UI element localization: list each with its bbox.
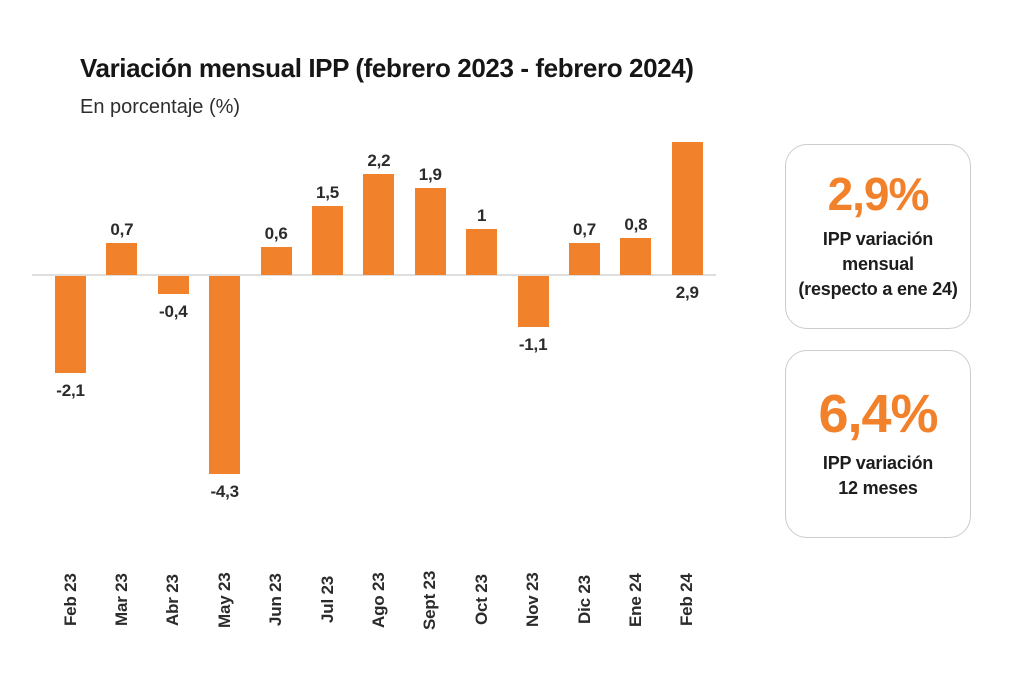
stat-label-line: IPP variación <box>822 453 934 473</box>
x-axis-label: Ago 23 <box>368 572 388 628</box>
x-axis-label: Nov 23 <box>523 572 543 628</box>
bar-value-label: 0,7 <box>572 219 597 239</box>
stat-label-line: 12 meses <box>838 478 918 498</box>
bar-value-label: 2,9 <box>675 283 699 302</box>
stat-card-monthly: 2,9% IPP variación mensual (respecto a e… <box>785 144 971 329</box>
bar-jul-23 <box>312 206 343 275</box>
bar-value-label: -0,4 <box>159 302 188 322</box>
bar-ago-23 <box>363 173 395 275</box>
x-axis-label: Oct 23 <box>471 574 491 626</box>
stat-label-line: IPP variación <box>822 229 934 249</box>
x-axis-label: Ene 24 <box>625 573 645 627</box>
stat-label-line: mensual <box>842 254 914 274</box>
bar-value-label: 1,5 <box>315 183 340 202</box>
bar-may-23 <box>209 276 241 474</box>
x-axis-label: Feb 23 <box>60 573 80 627</box>
bar-sept-23 <box>414 187 446 275</box>
bar-value-label: 0,6 <box>264 224 288 244</box>
x-axis-label: Sept 23 <box>420 570 440 630</box>
bar-mar-23 <box>106 242 138 275</box>
x-axis-label: Abr 23 <box>163 574 183 626</box>
bar-value-label: 1 <box>477 206 487 225</box>
bar-feb-24 <box>671 141 703 275</box>
bar-oct-23 <box>466 229 498 275</box>
stat-label-line: (respecto a ene 24) <box>798 279 958 299</box>
stat-value-12-months: 6,4% <box>818 384 938 444</box>
bar-feb-23 <box>55 276 86 373</box>
bar-value-label: 1,9 <box>418 164 442 184</box>
page-title: Variación mensual IPP (febrero 2023 - fe… <box>80 53 694 84</box>
bar-value-label: -4,3 <box>210 481 239 501</box>
bar-value-label: 2,2 <box>367 150 391 170</box>
x-axis-label: Jul 23 <box>317 576 337 624</box>
x-axis-label: May 23 <box>214 572 234 628</box>
bar-dic-23 <box>569 242 600 275</box>
page-subtitle: En porcentaje (%) <box>80 96 241 118</box>
bar-chart: -2,1 Feb 23 0,7 Mar 23 -0,4 Abr 23 -4,3 May 23 0… <box>32 141 716 630</box>
bar-value-label: 0,8 <box>624 215 648 235</box>
x-axis-label: Jun 23 <box>266 573 286 627</box>
bar-value-label: -2,1 <box>56 380 85 400</box>
bar-jun-23 <box>260 247 292 275</box>
x-axis-label: Mar 23 <box>111 573 131 627</box>
x-axis-line <box>32 274 716 276</box>
stat-card-12-months: 6,4% IPP variación 12 meses <box>785 350 971 538</box>
bar-nov-23 <box>517 276 549 327</box>
x-axis-label: Feb 24 <box>677 573 697 627</box>
bar-value-label: -1,1 <box>518 334 548 354</box>
bar-ene-24 <box>620 238 652 275</box>
stat-value-monthly: 2,9% <box>827 168 930 220</box>
bar-value-label: 0,7 <box>110 219 134 239</box>
bar-abr-23 <box>157 276 189 295</box>
x-axis-label: Dic 23 <box>574 575 594 625</box>
